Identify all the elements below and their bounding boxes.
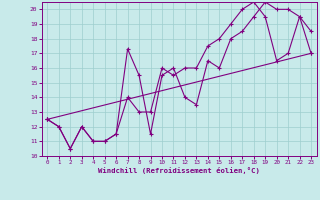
X-axis label: Windchill (Refroidissement éolien,°C): Windchill (Refroidissement éolien,°C) xyxy=(98,167,260,174)
